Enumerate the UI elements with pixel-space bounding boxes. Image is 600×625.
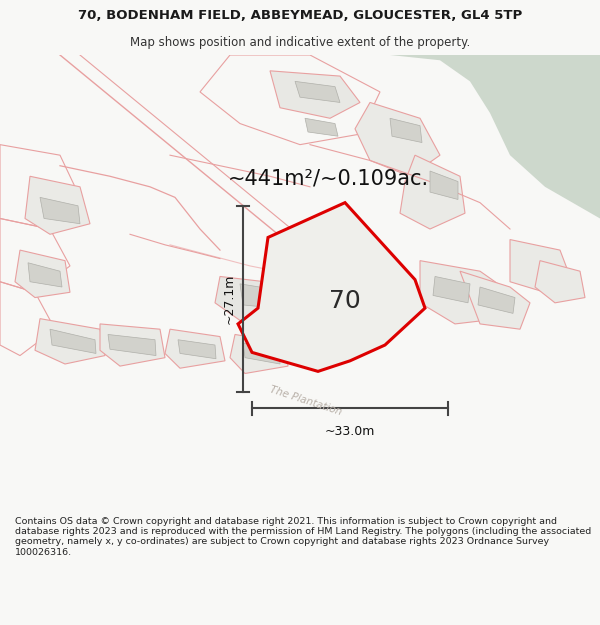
Polygon shape [28, 262, 62, 287]
Polygon shape [338, 296, 386, 319]
Polygon shape [15, 250, 70, 298]
Polygon shape [240, 284, 308, 311]
Text: ~33.0m: ~33.0m [325, 425, 375, 438]
Polygon shape [215, 276, 330, 329]
Polygon shape [355, 102, 440, 176]
Polygon shape [400, 155, 465, 229]
Polygon shape [270, 71, 360, 118]
Polygon shape [478, 287, 515, 313]
Polygon shape [295, 81, 340, 102]
Polygon shape [100, 324, 165, 366]
Polygon shape [165, 329, 225, 368]
Polygon shape [530, 55, 600, 102]
Text: ~441m²/~0.109ac.: ~441m²/~0.109ac. [228, 168, 429, 188]
Text: 70, BODENHAM FIELD, ABBEYMEAD, GLOUCESTER, GL4 5TP: 70, BODENHAM FIELD, ABBEYMEAD, GLOUCESTE… [78, 9, 522, 22]
Text: ~27.1m: ~27.1m [223, 273, 235, 324]
Polygon shape [390, 55, 600, 219]
Polygon shape [430, 171, 458, 199]
Polygon shape [535, 261, 585, 303]
Text: Map shows position and indicative extent of the property.: Map shows position and indicative extent… [130, 36, 470, 49]
Text: 70: 70 [329, 289, 361, 312]
Polygon shape [460, 271, 530, 329]
Polygon shape [390, 118, 422, 142]
Polygon shape [40, 198, 80, 224]
Polygon shape [238, 202, 425, 371]
Polygon shape [35, 319, 105, 364]
Polygon shape [50, 329, 96, 354]
Polygon shape [230, 334, 288, 374]
Polygon shape [433, 276, 470, 303]
Polygon shape [178, 340, 216, 359]
Polygon shape [510, 239, 570, 292]
Polygon shape [108, 334, 156, 356]
Polygon shape [243, 343, 280, 364]
Polygon shape [420, 261, 510, 324]
Text: The Plantation: The Plantation [268, 384, 343, 418]
Polygon shape [25, 176, 90, 234]
Polygon shape [305, 118, 338, 136]
Text: Contains OS data © Crown copyright and database right 2021. This information is : Contains OS data © Crown copyright and d… [15, 516, 591, 557]
Polygon shape [330, 287, 400, 326]
